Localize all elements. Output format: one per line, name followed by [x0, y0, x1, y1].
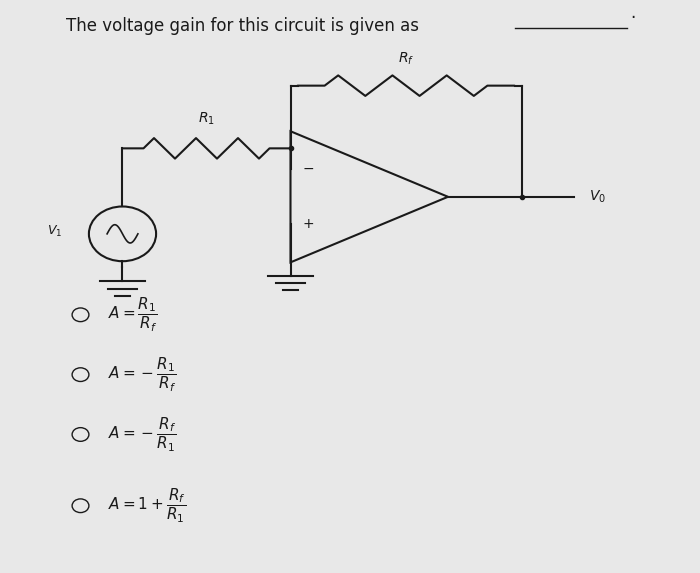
Text: $R_1$: $R_1$: [198, 110, 215, 127]
Text: $R_f$: $R_f$: [398, 51, 414, 68]
Text: $V_1$: $V_1$: [47, 223, 62, 238]
Text: .: .: [630, 5, 636, 22]
Text: −: −: [302, 162, 314, 176]
Text: $V_0$: $V_0$: [589, 189, 606, 205]
Text: $A = \dfrac{R_1}{R_f}$: $A = \dfrac{R_1}{R_f}$: [108, 296, 158, 334]
Text: The voltage gain for this circuit is given as: The voltage gain for this circuit is giv…: [66, 17, 419, 36]
Text: $A = -\dfrac{R_f}{R_1}$: $A = -\dfrac{R_f}{R_1}$: [108, 415, 177, 454]
Text: +: +: [302, 217, 314, 231]
Text: $A = -\dfrac{R_1}{R_f}$: $A = -\dfrac{R_1}{R_f}$: [108, 356, 177, 394]
Text: $A = 1 + \dfrac{R_f}{R_1}$: $A = 1 + \dfrac{R_f}{R_1}$: [108, 486, 187, 525]
